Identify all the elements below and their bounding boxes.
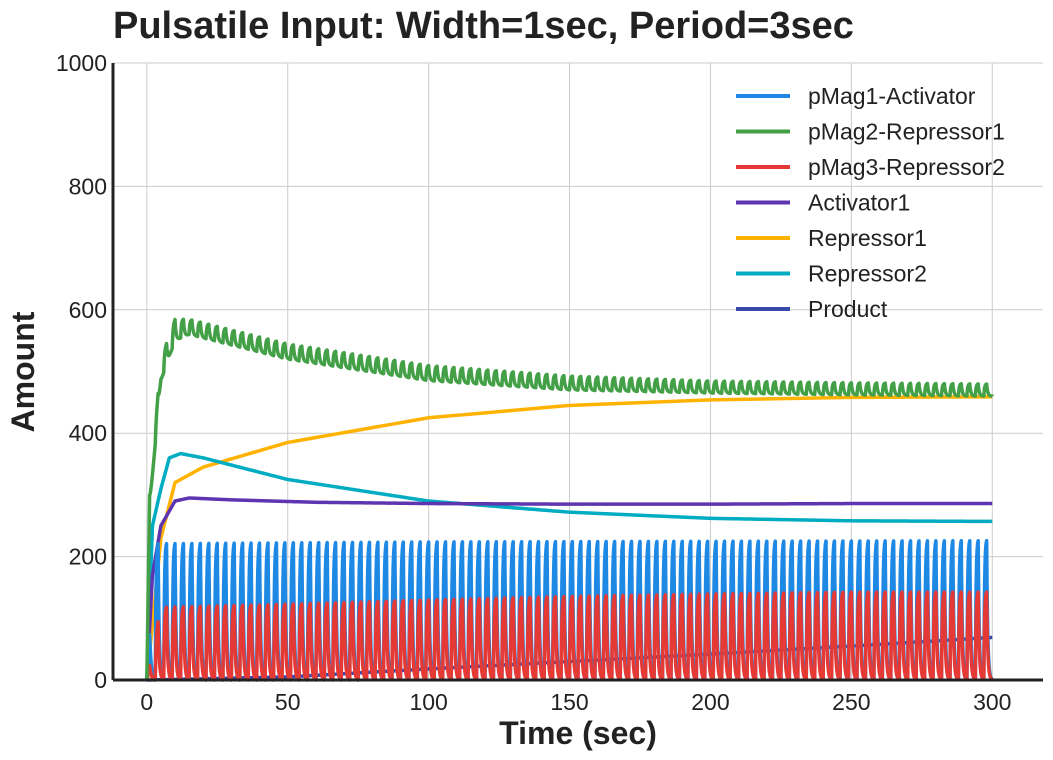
x-tick-label: 300 bbox=[973, 689, 1011, 715]
y-tick-label: 800 bbox=[69, 173, 107, 199]
y-tick-label: 1000 bbox=[56, 50, 107, 76]
y-axis-label: Amount bbox=[5, 311, 41, 432]
legend-label-pmag3-repressor2: pMag3-Repressor2 bbox=[808, 154, 1005, 180]
axes bbox=[111, 63, 1043, 682]
series-line-activator1 bbox=[145, 496, 993, 681]
y-tick-label: 600 bbox=[69, 297, 107, 323]
legend-label-product: Product bbox=[808, 296, 888, 322]
x-tick-label: 100 bbox=[409, 689, 447, 715]
x-tick-label: 200 bbox=[691, 689, 729, 715]
x-axis-label: Time (sec) bbox=[499, 715, 657, 751]
legend: pMag1-Activator pMag2-Repressor1 pMag3-Rep… bbox=[736, 83, 1005, 322]
tick-labels: 0 50 100 150 200 250 300 0 200 400 600 800 1000 bbox=[56, 50, 1012, 715]
x-tick-label: 50 bbox=[275, 689, 301, 715]
series-line-pmag3-repressor2 bbox=[145, 590, 995, 682]
y-tick-label: 400 bbox=[69, 420, 107, 446]
x-tick-label: 0 bbox=[140, 689, 153, 715]
y-tick-label: 200 bbox=[69, 544, 107, 570]
x-tick-label: 250 bbox=[832, 689, 870, 715]
x-tick-label: 150 bbox=[550, 689, 588, 715]
legend-label-pmag2-repressor1: pMag2-Repressor1 bbox=[808, 119, 1005, 145]
series-line-pmag2-repressor1 bbox=[145, 317, 995, 681]
legend-label-activator1: Activator1 bbox=[808, 190, 910, 216]
series-line-repressor2 bbox=[145, 451, 993, 681]
legend-label-pmag1-activator: pMag1-Activator bbox=[808, 83, 976, 109]
legend-label-repressor2: Repressor2 bbox=[808, 261, 927, 287]
legend-label-repressor1: Repressor1 bbox=[808, 225, 927, 251]
series-line-repressor1 bbox=[145, 395, 993, 681]
y-tick-label: 0 bbox=[94, 667, 107, 693]
chart-title: Pulsatile Input: Width=1sec, Period=3sec bbox=[113, 5, 854, 47]
series-lines bbox=[145, 317, 995, 682]
